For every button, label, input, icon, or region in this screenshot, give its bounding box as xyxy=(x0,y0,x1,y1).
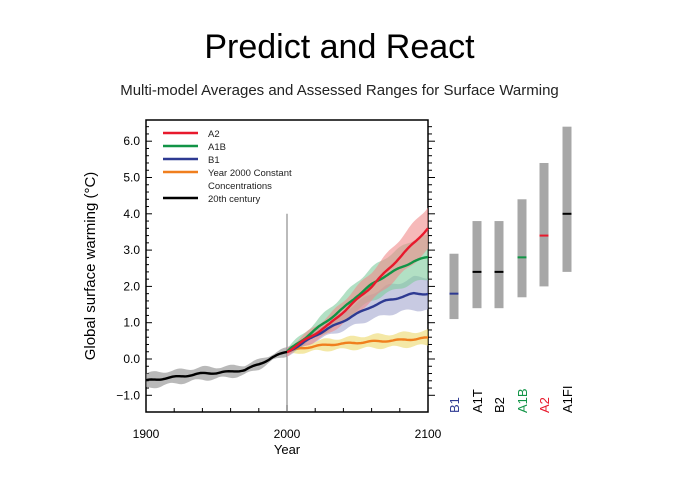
range-bar-a2 xyxy=(539,162,549,287)
range-bar-a1t xyxy=(472,221,482,309)
x-tick-label: 2100 xyxy=(415,427,442,441)
range-bar-a1fi xyxy=(562,126,572,272)
y-tick-label: −1.0 xyxy=(116,388,140,402)
uncertainty-band-20th-century xyxy=(146,347,287,389)
y-tick-label: 3.0 xyxy=(123,243,140,257)
range-label: B1 xyxy=(447,397,462,413)
y-axis-label: Global surface warming (°C) xyxy=(82,172,99,361)
range-label: A1FI xyxy=(560,386,575,413)
y-tick-label: 1.0 xyxy=(123,316,140,330)
series-line-20th-century xyxy=(145,350,288,382)
y-tick-label: 5.0 xyxy=(123,171,140,185)
range-label: B2 xyxy=(492,397,507,413)
legend-label: Concentrations xyxy=(208,181,272,192)
range-label: A1T xyxy=(470,389,485,413)
legend-label: B1 xyxy=(208,155,220,166)
legend-label: A1B xyxy=(208,142,226,153)
series-line-year-2000-constant-concentrations xyxy=(286,336,428,353)
legend-label: A2 xyxy=(208,129,220,140)
series-line-a1b xyxy=(286,255,429,353)
range-bar-b1 xyxy=(449,253,459,320)
uncertainty-band-b1 xyxy=(287,275,428,357)
series-line-b1 xyxy=(286,291,429,353)
y-tick-label: 6.0 xyxy=(123,134,140,148)
x-tick-label: 2000 xyxy=(274,427,301,441)
y-tick-label: 4.0 xyxy=(123,207,140,221)
x-tick-label: 1900 xyxy=(133,427,160,441)
uncertainty-band-year-2000-constant-concentrations xyxy=(287,329,428,355)
series-line-a2 xyxy=(286,227,429,354)
y-tick-label: 2.0 xyxy=(123,279,140,293)
range-label: A1B xyxy=(515,388,530,413)
range-bar-b2 xyxy=(494,221,504,309)
chart-subtitle: Multi-model Averages and Assessed Ranges… xyxy=(120,82,559,99)
range-bar-a1b xyxy=(517,199,527,298)
legend-label: 20th century xyxy=(208,194,261,205)
slide-title: Predict and React xyxy=(204,28,475,66)
legend-label: Year 2000 Constant xyxy=(208,168,292,179)
y-tick-label: 0.0 xyxy=(123,352,140,366)
x-axis-label: Year xyxy=(274,442,301,457)
range-label: A2 xyxy=(537,397,552,413)
